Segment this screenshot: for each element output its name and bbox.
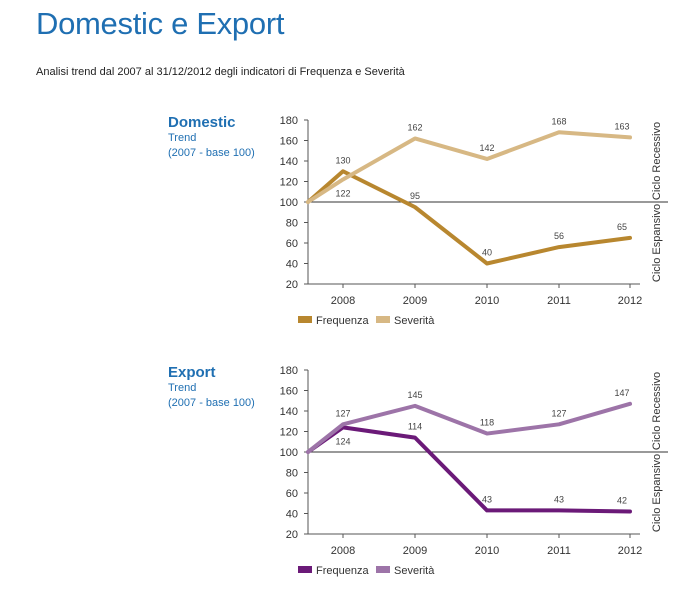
export-y-tick-label: 180 [280, 365, 298, 377]
domestic-panel-subtitle-1: Trend [168, 132, 197, 144]
export-y-tick-label: 100 [280, 447, 298, 459]
domestic-data-label: 122 [335, 188, 350, 198]
domestic-y-tick-label: 20 [286, 279, 298, 291]
domestic-series-severita-line [306, 130, 632, 204]
export-side-label-recessivo: Ciclo Recessivo [651, 372, 663, 450]
domestic-data-label: 142 [479, 143, 494, 153]
export-y-tick-label: 120 [280, 427, 298, 439]
export-y-tick-label: 160 [280, 386, 298, 398]
domestic-data-label: 40 [482, 248, 492, 258]
domestic-data-label: 130 [335, 155, 350, 165]
domestic-x-tick-label: 2008 [331, 295, 355, 307]
domestic-data-label: 168 [551, 116, 566, 126]
export-data-label: 124 [335, 436, 350, 446]
export-y-tick-label: 80 [286, 468, 298, 480]
export-legend-label-severita: Severità [394, 565, 435, 577]
export-legend-swatch-severita [376, 566, 390, 573]
export-chart: 20 40 60 80 100 120 140 160 180 2008 2009 2010 2011 2… [280, 365, 668, 577]
domestic-legend-label-severita: Severità [394, 315, 435, 327]
domestic-panel-subtitle-2: (2007 - base 100) [168, 147, 255, 159]
export-y-tick-label: 20 [286, 529, 298, 541]
export-legend-label-frequenza: Frequenza [316, 565, 369, 577]
domestic-y-tick-label: 60 [286, 238, 298, 250]
export-side-label-espansivo: Ciclo Espansivo [651, 454, 663, 532]
domestic-y-tick-label: 100 [280, 197, 298, 209]
domestic-data-label: 95 [410, 191, 420, 201]
export-data-label: 114 [408, 422, 422, 432]
domestic-legend-label-frequenza: Frequenza [316, 315, 369, 327]
domestic-panel-label: Domestic Trend (2007 - base 100) [168, 114, 278, 161]
export-data-label: 43 [554, 494, 564, 504]
domestic-side-label-espansivo: Ciclo Espansivo [651, 204, 663, 282]
domestic-data-label: 163 [614, 121, 629, 131]
page-title: Domestic e Export [36, 6, 285, 41]
domestic-data-label: 162 [407, 122, 422, 132]
domestic-y-tick-label: 40 [286, 259, 298, 271]
export-panel-label: Export Trend (2007 - base 100) [168, 364, 278, 411]
export-y-tick-label: 60 [286, 488, 298, 500]
domestic-x-tick-label: 2012 [618, 295, 642, 307]
export-data-label: 43 [482, 494, 492, 504]
domestic-side-label-recessivo: Ciclo Recessivo [651, 122, 663, 200]
domestic-data-label: 65 [617, 222, 627, 232]
export-panel-subtitle-2: (2007 - base 100) [168, 397, 255, 409]
domestic-legend-swatch-frequenza [298, 316, 312, 323]
domestic-x-tick-label: 2010 [475, 295, 499, 307]
domestic-x-tick-label: 2009 [403, 295, 427, 307]
domestic-y-tick-label: 120 [280, 177, 298, 189]
export-x-tick-label: 2011 [547, 545, 571, 557]
domestic-x-tick-label: 2011 [547, 295, 571, 307]
export-data-label: 42 [617, 495, 627, 505]
domestic-y-tick-label: 160 [280, 136, 298, 148]
export-x-tick-label: 2012 [618, 545, 642, 557]
export-panel-title: Export [168, 364, 216, 381]
domestic-chart: 20 40 60 80 100 120 140 160 180 2008 2009 2010 2011 2… [280, 115, 668, 327]
export-data-label: 145 [407, 390, 422, 400]
domestic-data-label: 56 [554, 231, 564, 241]
export-series-frequenza-line [306, 425, 632, 514]
domestic-legend-swatch-severita [376, 316, 390, 323]
export-x-tick-label: 2009 [403, 545, 427, 557]
export-data-label: 127 [335, 408, 350, 418]
export-x-tick-label: 2008 [331, 545, 355, 557]
domestic-y-tick-label: 80 [286, 218, 298, 230]
export-data-label: 147 [614, 388, 629, 398]
export-legend-swatch-frequenza [298, 566, 312, 573]
export-data-label: 127 [551, 408, 566, 418]
domestic-y-tick-label: 180 [280, 115, 298, 127]
domestic-panel-title: Domestic [168, 114, 236, 131]
export-y-tick-label: 40 [286, 509, 298, 521]
domestic-series-frequenza-line [306, 169, 632, 266]
export-data-label: 118 [480, 418, 494, 428]
page-subtitle: Analisi trend dal 2007 al 31/12/2012 deg… [36, 66, 405, 78]
export-panel-subtitle-1: Trend [168, 382, 197, 394]
export-series-severita-line [306, 401, 632, 454]
export-x-tick-label: 2010 [475, 545, 499, 557]
export-y-tick-label: 140 [280, 406, 298, 418]
domestic-y-tick-label: 140 [280, 156, 298, 168]
